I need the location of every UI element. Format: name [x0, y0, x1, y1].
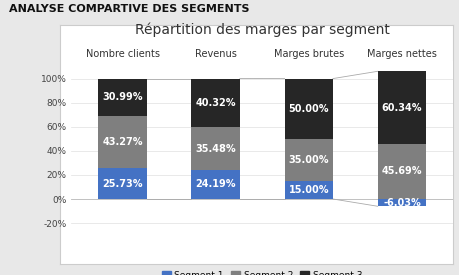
Bar: [191, 170, 239, 199]
Text: ANALYSE COMPARTIVE DES SEGMENTS: ANALYSE COMPARTIVE DES SEGMENTS: [9, 4, 249, 14]
Text: Répartition des marges par segment: Répartition des marges par segment: [134, 23, 389, 37]
Text: 35.00%: 35.00%: [288, 155, 328, 165]
Text: Revenus: Revenus: [194, 49, 236, 59]
Text: 25.73%: 25.73%: [102, 178, 142, 188]
Text: 45.69%: 45.69%: [381, 166, 421, 177]
Text: 35.48%: 35.48%: [195, 144, 235, 153]
Text: 40.32%: 40.32%: [195, 98, 235, 108]
Text: Marges brutes: Marges brutes: [273, 49, 343, 59]
Text: 24.19%: 24.19%: [195, 179, 235, 189]
Bar: [284, 139, 332, 181]
Text: -6.03%: -6.03%: [382, 198, 420, 208]
Text: Nombre clients: Nombre clients: [85, 49, 159, 59]
Text: 15.00%: 15.00%: [288, 185, 328, 195]
Bar: [284, 181, 332, 199]
Text: 60.34%: 60.34%: [381, 103, 421, 113]
Bar: [98, 168, 146, 199]
Bar: [284, 79, 332, 139]
Bar: [377, 199, 425, 206]
Bar: [98, 79, 146, 116]
Text: Marges nettes: Marges nettes: [366, 49, 436, 59]
Text: 43.27%: 43.27%: [102, 137, 142, 147]
Bar: [377, 71, 425, 144]
Bar: [377, 144, 425, 199]
Bar: [98, 116, 146, 168]
Text: 30.99%: 30.99%: [102, 92, 142, 102]
Legend: Segment 1, Segment 2, Segment 3: Segment 1, Segment 2, Segment 3: [158, 268, 365, 275]
Bar: [191, 127, 239, 170]
Bar: [191, 79, 239, 127]
Text: 50.00%: 50.00%: [288, 104, 328, 114]
